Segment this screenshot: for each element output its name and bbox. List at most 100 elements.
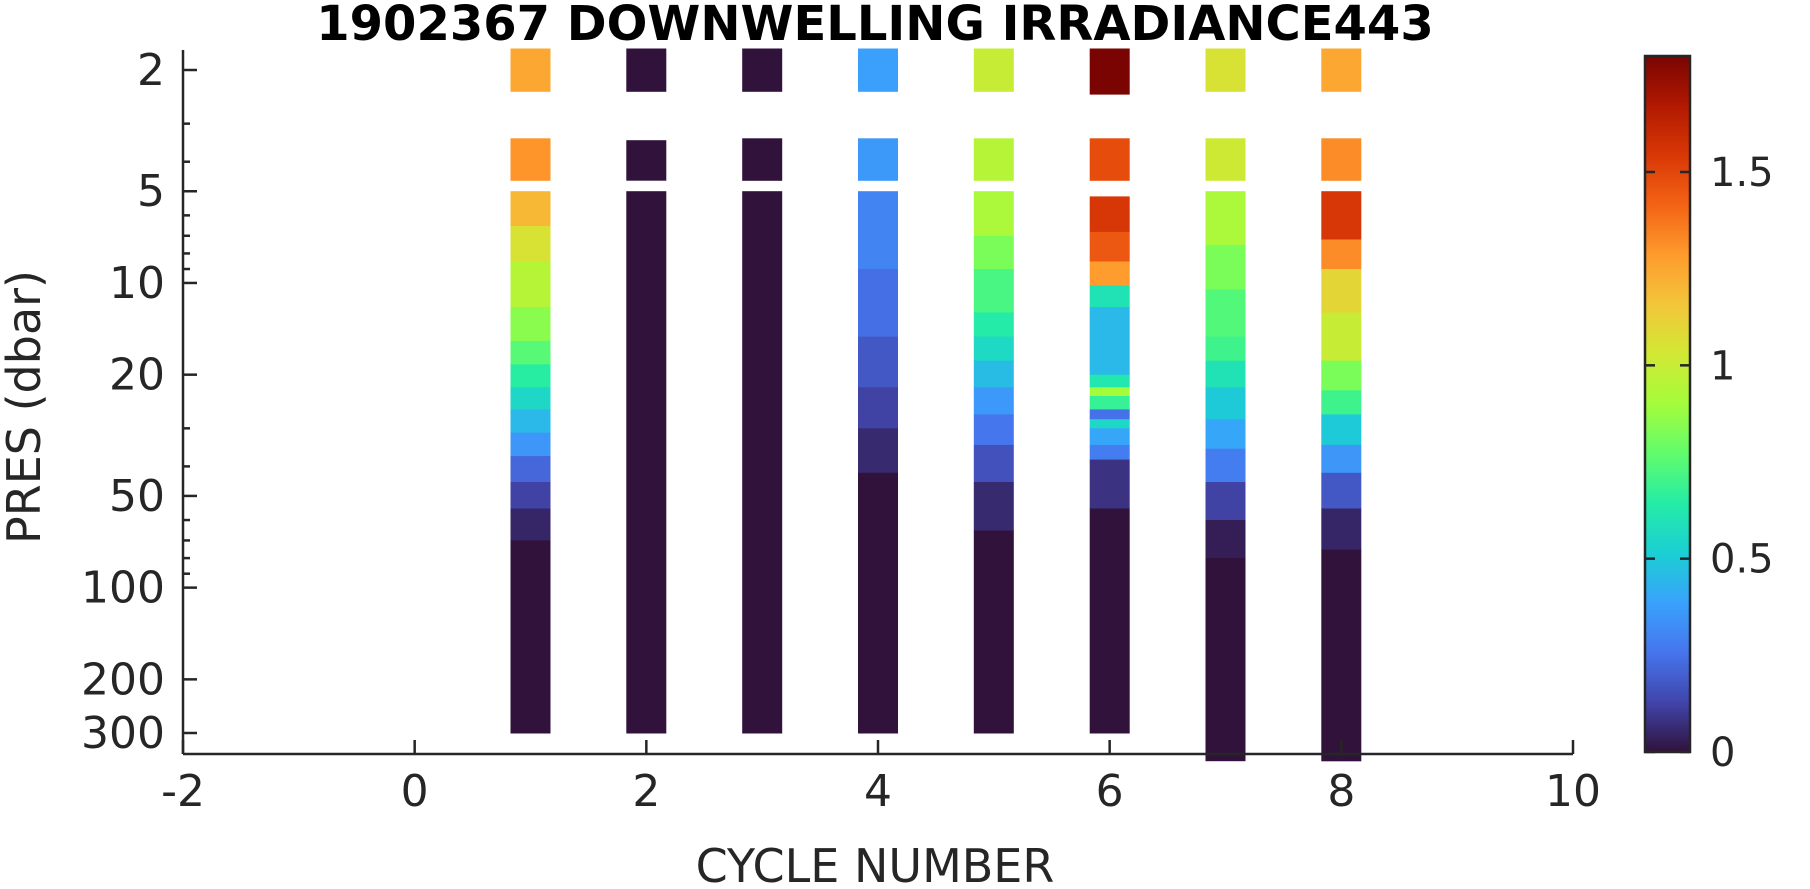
profile-segment [1205, 48, 1246, 92]
profile-segment [1205, 360, 1246, 388]
y-tick-label: 10 [109, 258, 165, 309]
profile-segment [510, 191, 551, 227]
profile-segment [742, 191, 783, 734]
profile-segment [973, 138, 1014, 181]
profile-segment [858, 472, 898, 734]
profile-segment [1089, 285, 1130, 308]
profile-segment [1321, 360, 1362, 391]
profile-segment [1089, 387, 1130, 397]
x-tick-label: 2 [632, 766, 660, 817]
profile-segment [1205, 482, 1246, 521]
profile-segment [973, 482, 1014, 532]
profile-segment [1089, 261, 1130, 287]
profile-segment [1321, 191, 1362, 240]
x-tick-label: 0 [401, 766, 429, 817]
profile-segment [973, 414, 1014, 446]
profile-segment [1205, 448, 1246, 483]
profile-cycle-6 [1089, 48, 1130, 734]
profile-segment [1321, 269, 1362, 313]
profile-cycle-2 [626, 48, 667, 734]
profile-segment [1089, 48, 1130, 95]
profile-segment [510, 364, 551, 388]
profile-segment [626, 140, 667, 181]
profile-segment [626, 48, 667, 92]
profile-segment [858, 269, 898, 338]
x-tick-label: 6 [1096, 766, 1124, 817]
profile-segment [1321, 138, 1362, 181]
x-tick-label: 4 [864, 766, 892, 817]
x-axis-label: CYCLE NUMBER [696, 839, 1055, 889]
y-tick-label: 2 [137, 45, 165, 96]
x-tick-label: 10 [1545, 766, 1601, 817]
profile-segment [1205, 336, 1246, 362]
profile-segment [1321, 414, 1362, 446]
profile-segment [1089, 444, 1130, 461]
profile-segment [1205, 289, 1246, 338]
colorbar-fill [1645, 56, 1690, 752]
y-tick-label: 20 [109, 350, 165, 401]
profile-segment [973, 360, 1014, 388]
profile-segment [1089, 419, 1130, 429]
profile-segment [1089, 409, 1130, 420]
y-tick-label: 200 [81, 654, 165, 705]
profile-segment [510, 482, 551, 510]
profile-segment [858, 336, 898, 388]
colorbar-frame [1643, 54, 1692, 754]
colorbar: 0 0.5 1 1.5 [1643, 54, 1774, 776]
profile-segment [973, 444, 1014, 483]
colorbar-tick-label: 1 [1710, 343, 1735, 389]
profile-segment [510, 409, 551, 434]
profile-segment [1321, 239, 1362, 270]
profile-segment [1321, 508, 1362, 550]
profile-segment [1321, 48, 1362, 92]
profile-segment [626, 191, 667, 734]
profile-segment [1205, 419, 1246, 450]
y-tick-label: 5 [137, 166, 165, 217]
profile-segment [973, 336, 1014, 362]
profile-segment [510, 261, 551, 308]
profile-segment [858, 138, 898, 181]
profile-segment [1089, 508, 1130, 734]
profile-segment [510, 340, 551, 365]
profile-segment [973, 269, 1014, 313]
x-tick-label: 8 [1327, 766, 1355, 817]
profile-segment [1205, 520, 1246, 559]
profile-segment [742, 48, 783, 92]
x-tick-label: -2 [161, 766, 205, 817]
profile-segment [1089, 374, 1130, 388]
profile-segment [510, 138, 551, 181]
profile-segment [1321, 444, 1362, 474]
profile-cycle-1 [510, 48, 551, 734]
profile-segment [858, 428, 898, 474]
plot-area [510, 48, 1362, 762]
chart-title: 1902367 DOWNWELLING IRRADIANCE443 [316, 0, 1433, 52]
profile-cycle-8 [1321, 48, 1362, 762]
y-axis-label: PRES (dbar) [0, 270, 51, 544]
colorbar-tick-label: 0 [1710, 730, 1735, 776]
profile-segment [858, 387, 898, 429]
profile-segment [510, 387, 551, 410]
profile-segment [858, 48, 898, 92]
y-tick-label: 300 [81, 708, 165, 759]
profile-segment [1089, 231, 1130, 262]
profile-segment [1089, 459, 1130, 509]
profile-cycle-4 [858, 48, 898, 734]
profile-segment [1205, 138, 1246, 181]
colorbar-tick-label: 1.5 [1710, 150, 1774, 196]
profile-segment [973, 235, 1014, 270]
profile-segment [1089, 428, 1130, 446]
profile-segment [510, 48, 551, 92]
profile-segment [510, 226, 551, 262]
profile-segment [1089, 307, 1130, 376]
colorbar-tick-label: 0.5 [1710, 537, 1774, 583]
profile-cycle-5 [973, 48, 1014, 734]
profile-segment [510, 508, 551, 541]
profile-segment [1321, 472, 1362, 509]
profile-segment [1089, 196, 1130, 233]
x-axis: -2 0 2 4 6 8 10 [161, 740, 1601, 817]
profile-segment [973, 191, 1014, 237]
profile-segment [973, 312, 1014, 338]
y-tick-label: 100 [81, 563, 165, 614]
